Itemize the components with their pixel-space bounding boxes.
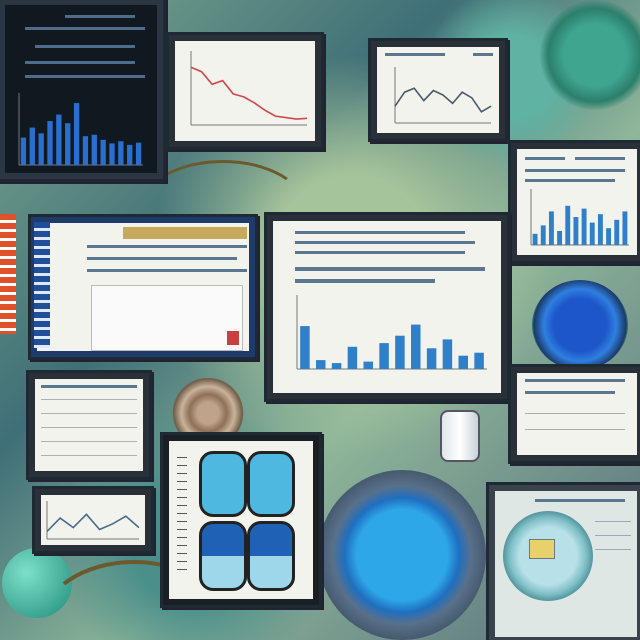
- main-bar-chart-panel: [264, 212, 510, 402]
- pipe-axis-ticks: [177, 457, 187, 577]
- bar: [29, 127, 35, 165]
- bar: [135, 142, 142, 165]
- line-chart-panel-gray: [368, 38, 508, 142]
- bar: [347, 346, 358, 369]
- bar: [38, 133, 44, 165]
- tube-bottom-left: [199, 521, 247, 591]
- bar: [127, 144, 133, 165]
- bar: [458, 355, 468, 369]
- bar: [532, 233, 538, 245]
- bar: [548, 211, 554, 245]
- left-orange-sidebar: [0, 214, 16, 334]
- pipe-diagram-panel: [160, 432, 322, 608]
- bar-chart-panel-right: [508, 140, 640, 264]
- bar: [118, 141, 124, 165]
- red-line-chart: [190, 51, 308, 126]
- bar: [540, 225, 546, 245]
- bar: [474, 352, 484, 369]
- bar: [109, 143, 115, 165]
- tube-top-left: [199, 451, 247, 517]
- bar: [73, 103, 80, 165]
- wave-line-chart: [46, 501, 140, 540]
- right-bar-chart: [530, 189, 629, 246]
- bar: [100, 139, 106, 165]
- bar: [589, 222, 595, 245]
- bar: [91, 134, 97, 165]
- bar: [56, 114, 62, 165]
- left-blue-sidebar: [34, 222, 50, 348]
- bar: [573, 217, 579, 245]
- report-red-marker: [227, 331, 239, 345]
- table-panel: [26, 370, 152, 480]
- report-chart-frame: [91, 285, 243, 351]
- report-panel-left: [28, 214, 258, 360]
- bar: [82, 136, 89, 165]
- bar: [47, 121, 53, 165]
- globe-ring: [318, 470, 486, 640]
- dark-bar-chart-panel: [0, 0, 166, 182]
- branch-curve: [140, 160, 306, 256]
- bar: [614, 219, 620, 245]
- bar: [565, 205, 571, 245]
- bar: [316, 360, 326, 369]
- mug: [440, 410, 480, 462]
- gray-line-chart: [394, 67, 492, 124]
- series-line: [394, 87, 492, 113]
- bar: [395, 335, 405, 369]
- map-legend-box: [529, 539, 555, 559]
- series-line: [46, 513, 140, 532]
- series-line: [190, 66, 308, 120]
- bar: [411, 324, 421, 369]
- tube-bottom-right: [247, 521, 295, 591]
- bar: [363, 361, 373, 369]
- bar: [426, 348, 437, 369]
- right-table-panel: [508, 364, 640, 464]
- wave-chart-panel: [32, 486, 154, 554]
- report-header-bar: [123, 227, 247, 239]
- map-panel: [486, 482, 640, 640]
- bar: [557, 231, 563, 245]
- bar: [622, 211, 628, 245]
- bar: [331, 363, 342, 369]
- line-chart-panel-red: [166, 32, 324, 150]
- bar: [581, 208, 587, 245]
- bar: [20, 137, 27, 165]
- main-bar-chart: [296, 295, 487, 370]
- bar: [379, 343, 389, 369]
- leaf-cluster: [540, 0, 640, 110]
- bar: [300, 326, 310, 369]
- tube-top-right: [247, 451, 295, 517]
- bar: [65, 123, 71, 165]
- root-curve: [40, 560, 228, 640]
- bar: [597, 214, 603, 245]
- bar: [606, 228, 612, 245]
- blue-rosette: [532, 280, 628, 370]
- bar: [442, 339, 453, 369]
- dark-bar-chart: [18, 93, 143, 166]
